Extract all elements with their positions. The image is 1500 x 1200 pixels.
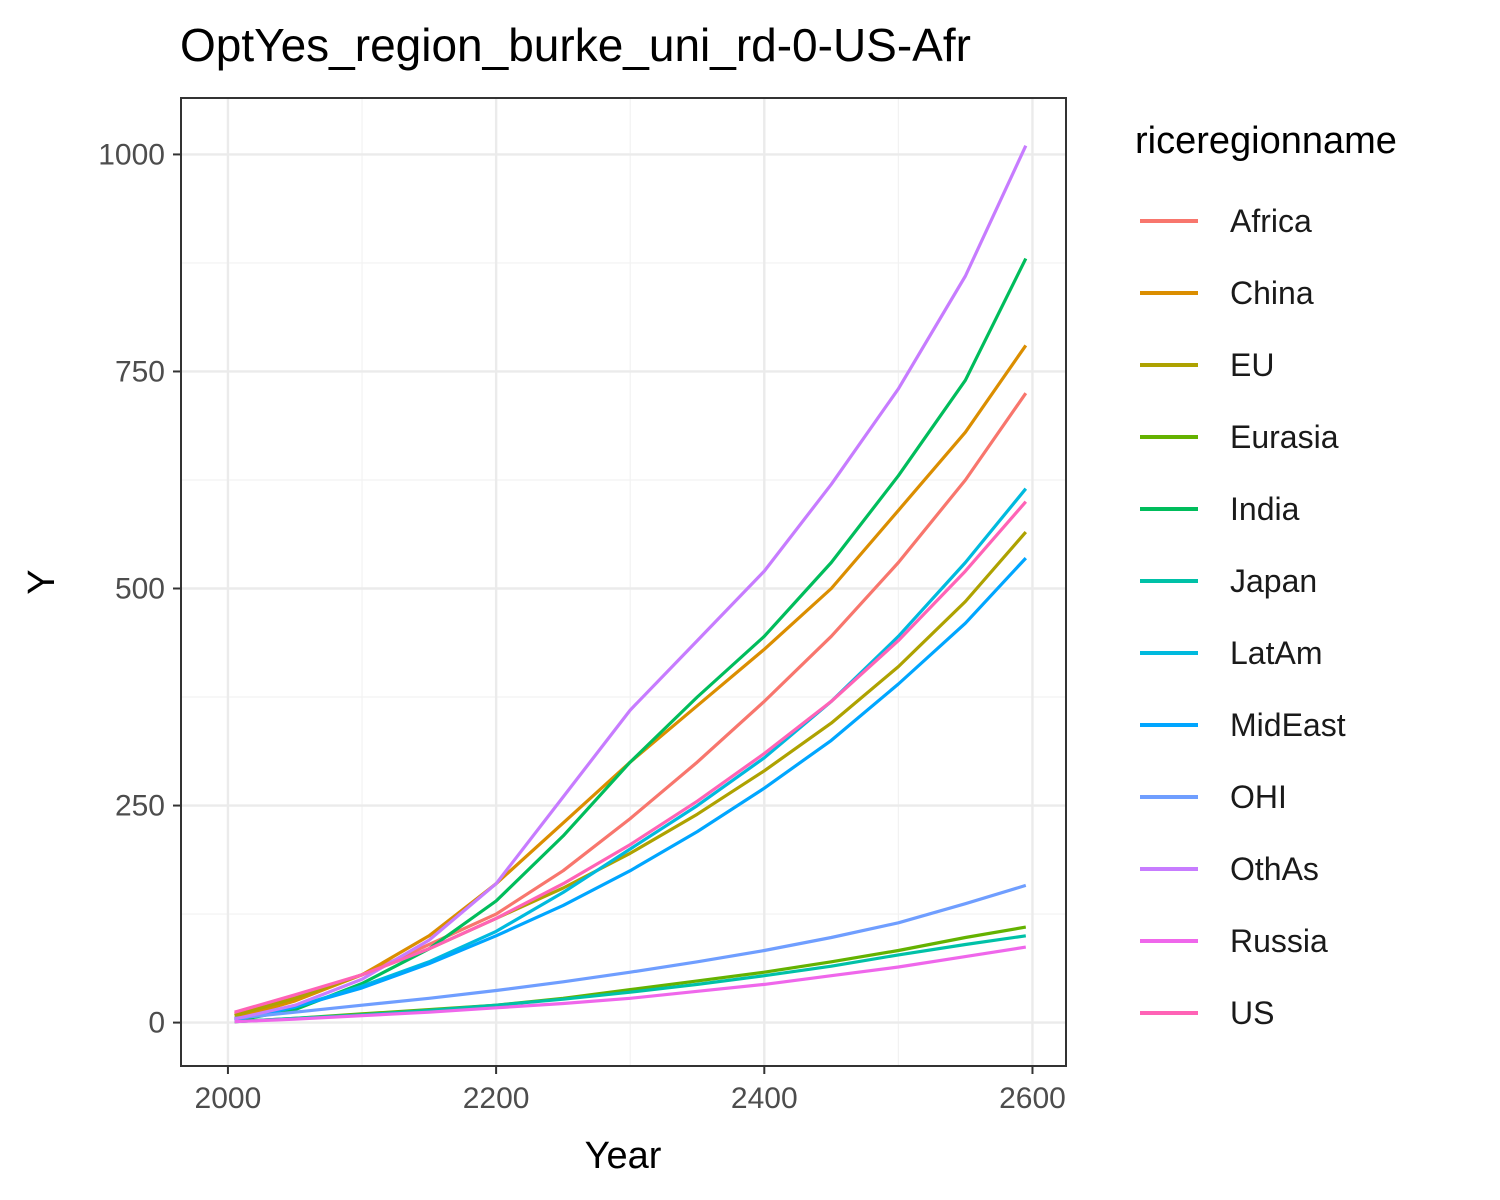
series-line-latam xyxy=(234,487,1028,1022)
legend-label: Africa xyxy=(1230,202,1312,239)
y-tick-label: 500 xyxy=(115,573,165,606)
legend-item-japan: Japan xyxy=(1140,545,1346,617)
legend-key xyxy=(1140,723,1198,727)
grid-minor xyxy=(181,98,1066,1066)
legend-key xyxy=(1140,795,1198,799)
x-axis: 2000 2200 2400 2600 xyxy=(195,1066,1066,1115)
legend-key xyxy=(1140,507,1198,511)
legend-item-africa: Africa xyxy=(1140,185,1346,257)
legend-item-india: India xyxy=(1140,473,1346,545)
legend-label: LatAm xyxy=(1230,634,1323,671)
legend-item-china: China xyxy=(1140,257,1346,329)
x-axis-title: Year xyxy=(585,1135,662,1177)
legend: Africa China EU Eurasia India Japan LatAm MidEa… xyxy=(1140,185,1346,1049)
legend-label: India xyxy=(1230,490,1300,527)
y-axis: 0 250 500 750 1000 xyxy=(98,138,181,1040)
legend-label: Russia xyxy=(1230,922,1328,959)
x-tick-label: 2600 xyxy=(999,1082,1066,1115)
series-line-othas xyxy=(234,145,1028,1021)
legend-label: OthAs xyxy=(1230,850,1319,887)
legend-item-eu: EU xyxy=(1140,329,1346,401)
legend-key xyxy=(1140,579,1198,583)
series-line-india xyxy=(234,257,1028,1023)
y-axis-title: Y xyxy=(21,569,63,594)
x-tick-label: 2400 xyxy=(731,1082,798,1115)
series-line-ohi xyxy=(234,883,1027,1020)
legend-item-mideast: MidEast xyxy=(1140,689,1346,761)
chart-title: OptYes_region_burke_uni_rd-0-US-Afr xyxy=(180,19,971,71)
legend-title: riceregionname xyxy=(1135,120,1397,162)
legend-key xyxy=(1140,651,1198,655)
legend-item-othas: OthAs xyxy=(1140,833,1346,905)
legend-label: OHI xyxy=(1230,778,1287,815)
y-tick-label: 750 xyxy=(115,355,165,388)
legend-item-ohi: OHI xyxy=(1140,761,1346,833)
x-tick-label: 2000 xyxy=(195,1082,262,1115)
plot-border xyxy=(180,97,1067,1067)
legend-label: MidEast xyxy=(1230,706,1346,743)
legend-label: Eurasia xyxy=(1230,418,1339,455)
series-line-mideast xyxy=(234,557,1027,1022)
legend-item-russia: Russia xyxy=(1140,905,1346,977)
series-line-russia xyxy=(234,945,1027,1024)
series-line-us xyxy=(234,500,1028,1014)
legend-label: EU xyxy=(1230,346,1275,383)
legend-label: China xyxy=(1230,274,1314,311)
legend-key xyxy=(1140,867,1198,871)
legend-item-latam: LatAm xyxy=(1140,617,1346,689)
legend-item-eurasia: Eurasia xyxy=(1140,401,1346,473)
legend-label: US xyxy=(1230,994,1275,1031)
legend-key xyxy=(1140,291,1198,295)
plot-panel xyxy=(181,98,1066,1066)
y-tick-label: 250 xyxy=(115,790,165,823)
grid-major xyxy=(181,98,1066,1066)
legend-item-us: US xyxy=(1140,977,1346,1049)
y-tick-label: 0 xyxy=(148,1007,165,1040)
legend-key xyxy=(1140,1011,1198,1015)
legend-key xyxy=(1140,435,1198,439)
legend-key xyxy=(1140,219,1198,223)
legend-key xyxy=(1140,939,1198,943)
legend-key xyxy=(1140,363,1198,367)
series-lines xyxy=(234,145,1028,1024)
legend-label: Japan xyxy=(1230,562,1318,599)
x-tick-label: 2200 xyxy=(463,1082,530,1115)
y-tick-label: 1000 xyxy=(98,138,165,171)
